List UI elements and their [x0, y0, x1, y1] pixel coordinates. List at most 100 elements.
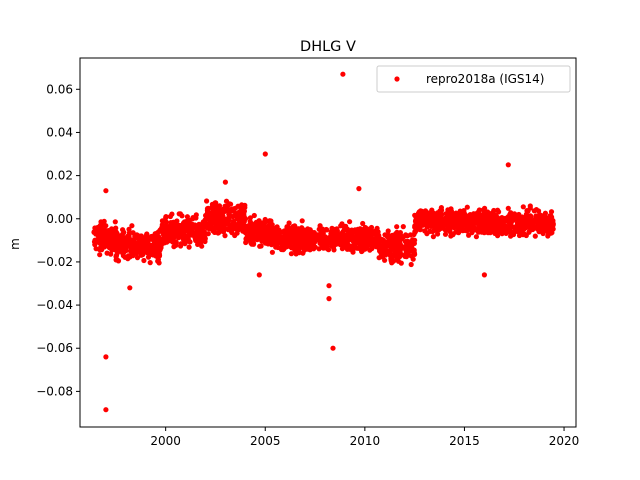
- data-point: [251, 236, 257, 242]
- data-point: [518, 224, 524, 230]
- data-point: [186, 244, 192, 250]
- y-tick-label: 0.04: [46, 125, 73, 139]
- data-point: [230, 206, 237, 212]
- data-point: [415, 218, 421, 224]
- data-point: [287, 227, 293, 234]
- data-point: [448, 233, 454, 239]
- data-point: [350, 249, 356, 255]
- data-point: [468, 226, 474, 232]
- data-point: [290, 239, 297, 245]
- data-point: [395, 258, 402, 264]
- data-point: [302, 243, 308, 250]
- data-point: [156, 253, 163, 259]
- data-point: [222, 233, 228, 239]
- data-point: [443, 217, 449, 224]
- data-point: [521, 230, 527, 237]
- data-point: [423, 218, 429, 224]
- data-point: [107, 236, 113, 242]
- data-point: [213, 222, 219, 228]
- data-point: [528, 220, 535, 226]
- data-point: [341, 243, 347, 249]
- data-point: [133, 246, 139, 252]
- data-point: [272, 227, 278, 233]
- data-point: [309, 244, 315, 250]
- data-point: [454, 216, 460, 222]
- data-point: [238, 226, 244, 232]
- data-point: [120, 253, 126, 259]
- data-point: [395, 238, 401, 244]
- data-point: [326, 247, 332, 253]
- data-point: [147, 260, 153, 266]
- data-point: [506, 219, 512, 225]
- data-point: [485, 218, 491, 224]
- y-tick-label: −0.08: [36, 384, 73, 398]
- x-tick-label: 2010: [350, 434, 381, 448]
- data-point: [192, 222, 198, 228]
- data-point: [547, 213, 553, 219]
- data-point: [456, 230, 462, 236]
- data-point: [433, 225, 439, 231]
- data-point: [490, 215, 496, 221]
- data-point: [332, 242, 338, 248]
- data-point: [102, 241, 108, 247]
- data-point: [269, 222, 275, 228]
- data-point: [193, 237, 199, 244]
- data-point: [142, 241, 148, 247]
- data-point: [521, 219, 527, 225]
- x-tick-label: 2015: [449, 434, 480, 448]
- data-point: [207, 214, 213, 220]
- data-point: [360, 220, 366, 227]
- data-point: [328, 233, 335, 239]
- data-point: [403, 239, 409, 245]
- data-point: [298, 239, 304, 245]
- data-point: [119, 242, 125, 248]
- data-point: [464, 204, 470, 210]
- data-point: [221, 221, 228, 227]
- data-point: [234, 230, 240, 236]
- data-point: [347, 219, 353, 225]
- data-point: [167, 213, 173, 220]
- data-point: [182, 237, 188, 243]
- data-point: [317, 233, 324, 239]
- outlier-point: [326, 296, 332, 302]
- data-point: [258, 236, 264, 242]
- data-point: [113, 252, 120, 259]
- data-point: [345, 229, 351, 235]
- data-point: [394, 224, 400, 230]
- data-point: [324, 241, 331, 247]
- data-point: [178, 241, 184, 247]
- data-point: [211, 212, 218, 218]
- data-point: [339, 236, 346, 242]
- data-point: [198, 232, 204, 238]
- data-point: [549, 230, 555, 236]
- data-point: [222, 206, 228, 212]
- data-point: [296, 246, 302, 252]
- outlier-point: [262, 151, 268, 157]
- outlier-point: [103, 188, 109, 194]
- legend-box: [376, 65, 571, 93]
- data-point: [193, 212, 199, 218]
- data-point: [385, 242, 391, 249]
- data-point: [457, 208, 463, 214]
- data-point: [533, 215, 539, 221]
- data-point: [163, 224, 169, 230]
- data-point: [205, 231, 211, 237]
- data-point: [319, 242, 325, 248]
- data-point: [121, 229, 127, 235]
- data-point: [466, 221, 472, 227]
- points-layer: [91, 71, 556, 413]
- data-point: [101, 222, 107, 228]
- data-point: [350, 235, 356, 242]
- data-point: [445, 207, 451, 213]
- data-point: [205, 209, 211, 216]
- data-point: [400, 224, 406, 230]
- data-point: [171, 219, 177, 225]
- data-point: [124, 241, 130, 248]
- data-point: [546, 222, 553, 228]
- data-point: [309, 229, 315, 235]
- data-point: [140, 251, 146, 258]
- data-point: [215, 217, 222, 223]
- data-point: [91, 239, 98, 245]
- x-tick-label: 2005: [250, 434, 281, 448]
